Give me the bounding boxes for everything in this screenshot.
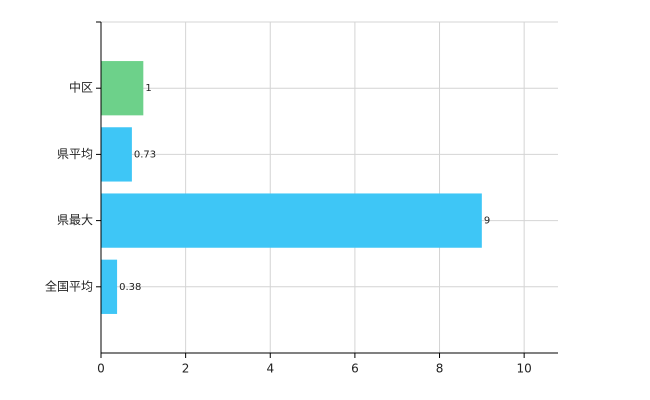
x-tick-label: 10 (517, 362, 532, 376)
data-label: 0.38 (119, 282, 141, 293)
data-label: 9 (484, 216, 490, 227)
y-tick-label: 全国平均 (45, 278, 93, 293)
bar (101, 193, 482, 248)
x-tick-label: 0 (97, 362, 105, 376)
y-tick-label: 中区 (69, 80, 93, 95)
y-tick-label: 県平均 (57, 147, 93, 161)
x-tick-label: 8 (436, 362, 444, 376)
data-label: 1 (145, 83, 151, 94)
y-tick-label: 県最大 (57, 213, 93, 227)
x-tick-label: 2 (182, 362, 190, 376)
x-tick-label: 6 (351, 362, 359, 376)
bar (101, 259, 118, 314)
x-tick-label: 4 (266, 362, 274, 376)
data-label: 0.73 (134, 149, 156, 160)
bar (101, 61, 144, 116)
bar (101, 127, 132, 182)
